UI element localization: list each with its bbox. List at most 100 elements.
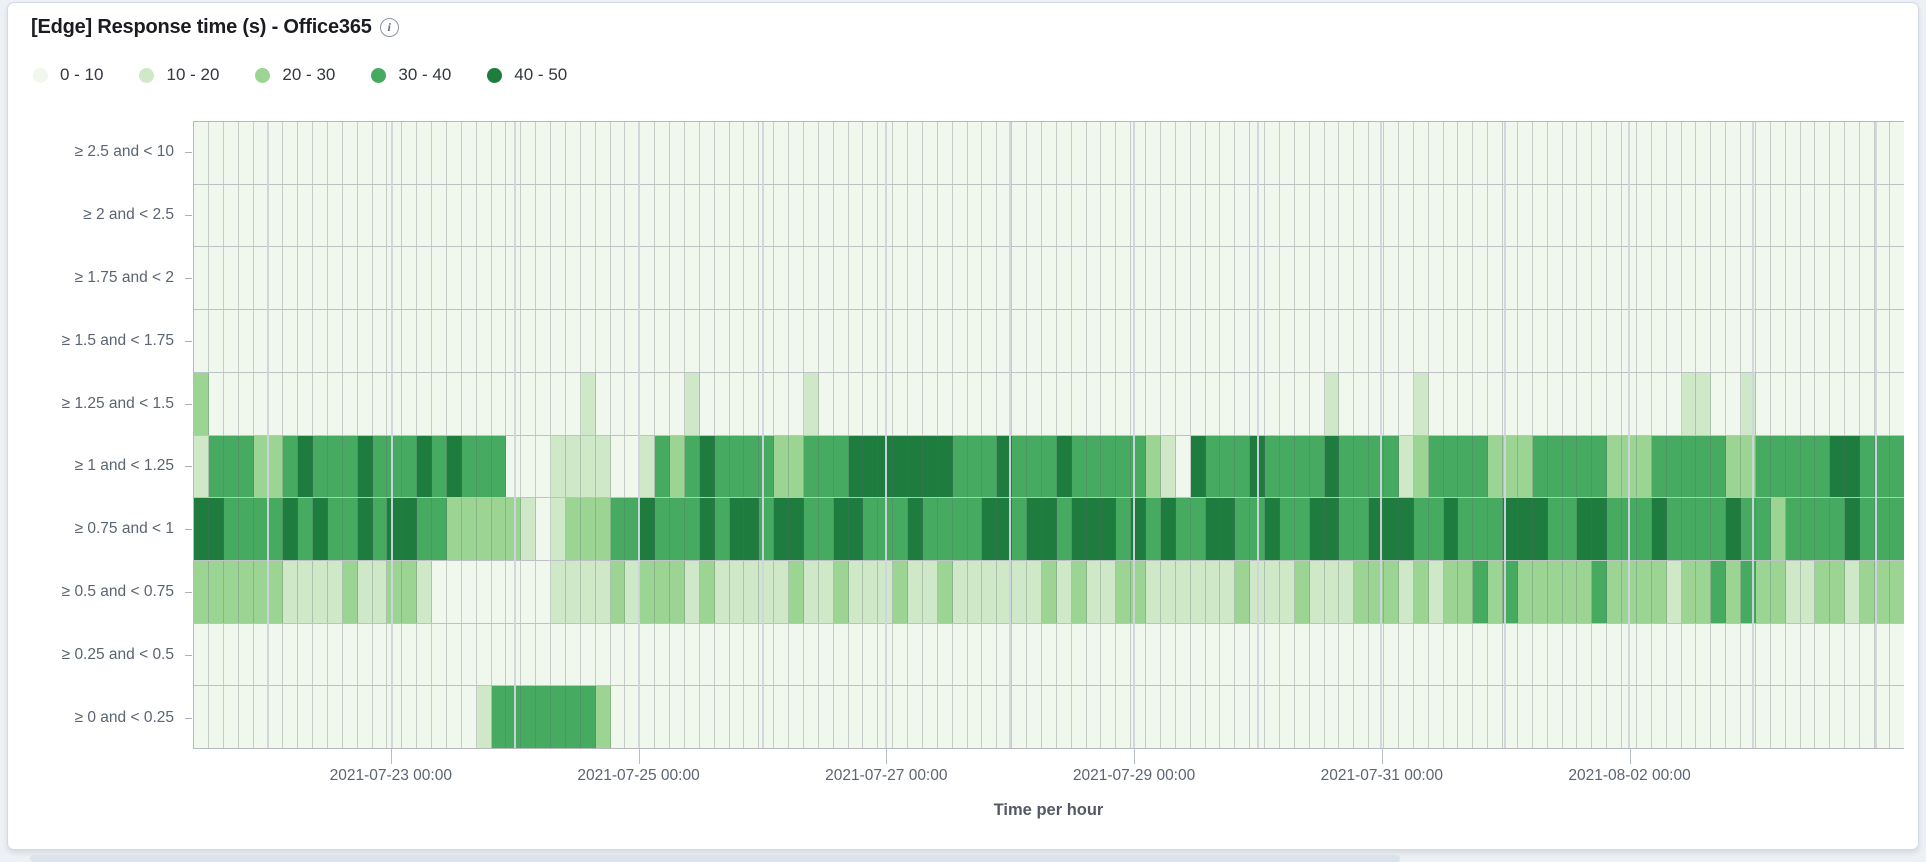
heatmap-cell[interactable] [1488, 560, 1503, 623]
heatmap-cell[interactable] [1755, 623, 1771, 686]
heatmap-cell[interactable] [1428, 372, 1444, 435]
heatmap-cell[interactable] [461, 686, 477, 749]
heatmap-cell[interactable] [952, 310, 968, 372]
heatmap-cell[interactable] [848, 560, 864, 623]
heatmap-cell[interactable] [491, 435, 507, 498]
heatmap-cell[interactable] [1190, 498, 1206, 560]
heatmap-cell[interactable] [1235, 184, 1251, 247]
heatmap-cell[interactable] [1666, 184, 1682, 247]
heatmap-cell[interactable] [1815, 435, 1831, 498]
heatmap-cell[interactable] [1860, 247, 1875, 310]
heatmap-cell[interactable] [1651, 247, 1667, 310]
heatmap-cell[interactable] [1830, 184, 1846, 247]
heatmap-cell[interactable] [744, 247, 760, 310]
heatmap-cell[interactable] [1294, 498, 1310, 560]
heatmap-cell[interactable] [744, 435, 760, 498]
heatmap-cell[interactable] [684, 560, 700, 623]
heatmap-cell[interactable] [387, 122, 403, 184]
heatmap-cell[interactable] [1369, 435, 1384, 498]
heatmap-cell[interactable] [1131, 686, 1146, 749]
heatmap-cell[interactable] [640, 623, 656, 686]
heatmap-cell[interactable] [1086, 435, 1102, 498]
heatmap-cell[interactable] [1889, 686, 1904, 749]
heatmap-cell[interactable] [1547, 184, 1563, 247]
heatmap-cell[interactable] [1874, 122, 1890, 184]
heatmap-cell[interactable] [1681, 623, 1697, 686]
heatmap-cell[interactable] [803, 310, 819, 372]
heatmap-cell[interactable] [298, 122, 313, 184]
heatmap-cell[interactable] [521, 686, 537, 749]
heatmap-cell[interactable] [1741, 184, 1756, 247]
heatmap-cell[interactable] [1562, 686, 1578, 749]
heatmap-cell[interactable] [1547, 560, 1563, 623]
heatmap-cell[interactable] [1012, 623, 1027, 686]
heatmap-cell[interactable] [268, 247, 284, 310]
heatmap-cell[interactable] [670, 498, 685, 560]
heatmap-cell[interactable] [863, 247, 879, 310]
heatmap-cell[interactable] [1785, 122, 1801, 184]
heatmap-cell[interactable] [1160, 623, 1176, 686]
heatmap-cell[interactable] [1562, 435, 1578, 498]
heatmap-cell[interactable] [922, 623, 938, 686]
heatmap-cell[interactable] [967, 310, 983, 372]
heatmap-cell[interactable] [1041, 498, 1057, 560]
heatmap-cell[interactable] [521, 310, 537, 372]
heatmap-cell[interactable] [625, 310, 641, 372]
heatmap-cell[interactable] [1696, 623, 1712, 686]
heatmap-cell[interactable] [1622, 686, 1637, 749]
heatmap-cell[interactable] [208, 435, 224, 498]
heatmap-cell[interactable] [1696, 435, 1712, 498]
heatmap-cell[interactable] [565, 372, 581, 435]
heatmap-cell[interactable] [1592, 435, 1608, 498]
heatmap-cell[interactable] [1681, 247, 1697, 310]
heatmap-cell[interactable] [1131, 372, 1146, 435]
heatmap-cell[interactable] [1294, 184, 1310, 247]
heatmap-cell[interactable] [565, 623, 581, 686]
heatmap-cell[interactable] [1428, 435, 1444, 498]
heatmap-cell[interactable] [1443, 310, 1459, 372]
heatmap-cell[interactable] [1279, 435, 1295, 498]
heatmap-cell[interactable] [1056, 623, 1072, 686]
heatmap-cell[interactable] [565, 686, 581, 749]
heatmap-cell[interactable] [1131, 184, 1146, 247]
heatmap-cell[interactable] [446, 310, 462, 372]
heatmap-cell[interactable] [625, 498, 641, 560]
heatmap-cell[interactable] [952, 372, 968, 435]
heatmap-cell[interactable] [1547, 247, 1563, 310]
heatmap-cell[interactable] [1815, 122, 1831, 184]
heatmap-cell[interactable] [1473, 247, 1489, 310]
heatmap-cell[interactable] [1666, 498, 1682, 560]
heatmap-cell[interactable] [461, 435, 477, 498]
heatmap-cell[interactable] [1845, 184, 1860, 247]
heatmap-cell[interactable] [1681, 310, 1697, 372]
heatmap-cell[interactable] [610, 122, 626, 184]
heatmap-cell[interactable] [1741, 310, 1756, 372]
heatmap-cell[interactable] [1175, 184, 1191, 247]
heatmap-cell[interactable] [610, 247, 626, 310]
heatmap-cell[interactable] [625, 435, 641, 498]
heatmap-cell[interactable] [1190, 686, 1206, 749]
heatmap-cell[interactable] [803, 122, 819, 184]
heatmap-cell[interactable] [1160, 122, 1176, 184]
heatmap-cell[interactable] [937, 122, 953, 184]
heatmap-cell[interactable] [997, 247, 1013, 310]
heatmap-cell[interactable] [1755, 435, 1771, 498]
heatmap-cell[interactable] [1696, 498, 1712, 560]
heatmap-cell[interactable] [1458, 310, 1474, 372]
heatmap-cell[interactable] [1220, 247, 1236, 310]
heatmap-cell[interactable] [982, 122, 998, 184]
heatmap-cell[interactable] [744, 686, 760, 749]
heatmap-cell[interactable] [1071, 435, 1087, 498]
heatmap-cell[interactable] [1279, 560, 1295, 623]
heatmap-cell[interactable] [1622, 435, 1637, 498]
heatmap-cell[interactable] [1413, 184, 1429, 247]
heatmap-cell[interactable] [357, 560, 373, 623]
heatmap-cell[interactable] [1339, 184, 1355, 247]
heatmap-cell[interactable] [1056, 686, 1072, 749]
heatmap-cell[interactable] [1235, 435, 1251, 498]
heatmap-cell[interactable] [1636, 686, 1652, 749]
heatmap-cell[interactable] [789, 184, 804, 247]
heatmap-cell[interactable] [1398, 247, 1414, 310]
heatmap-cell[interactable] [744, 623, 760, 686]
heatmap-cell[interactable] [1592, 247, 1608, 310]
